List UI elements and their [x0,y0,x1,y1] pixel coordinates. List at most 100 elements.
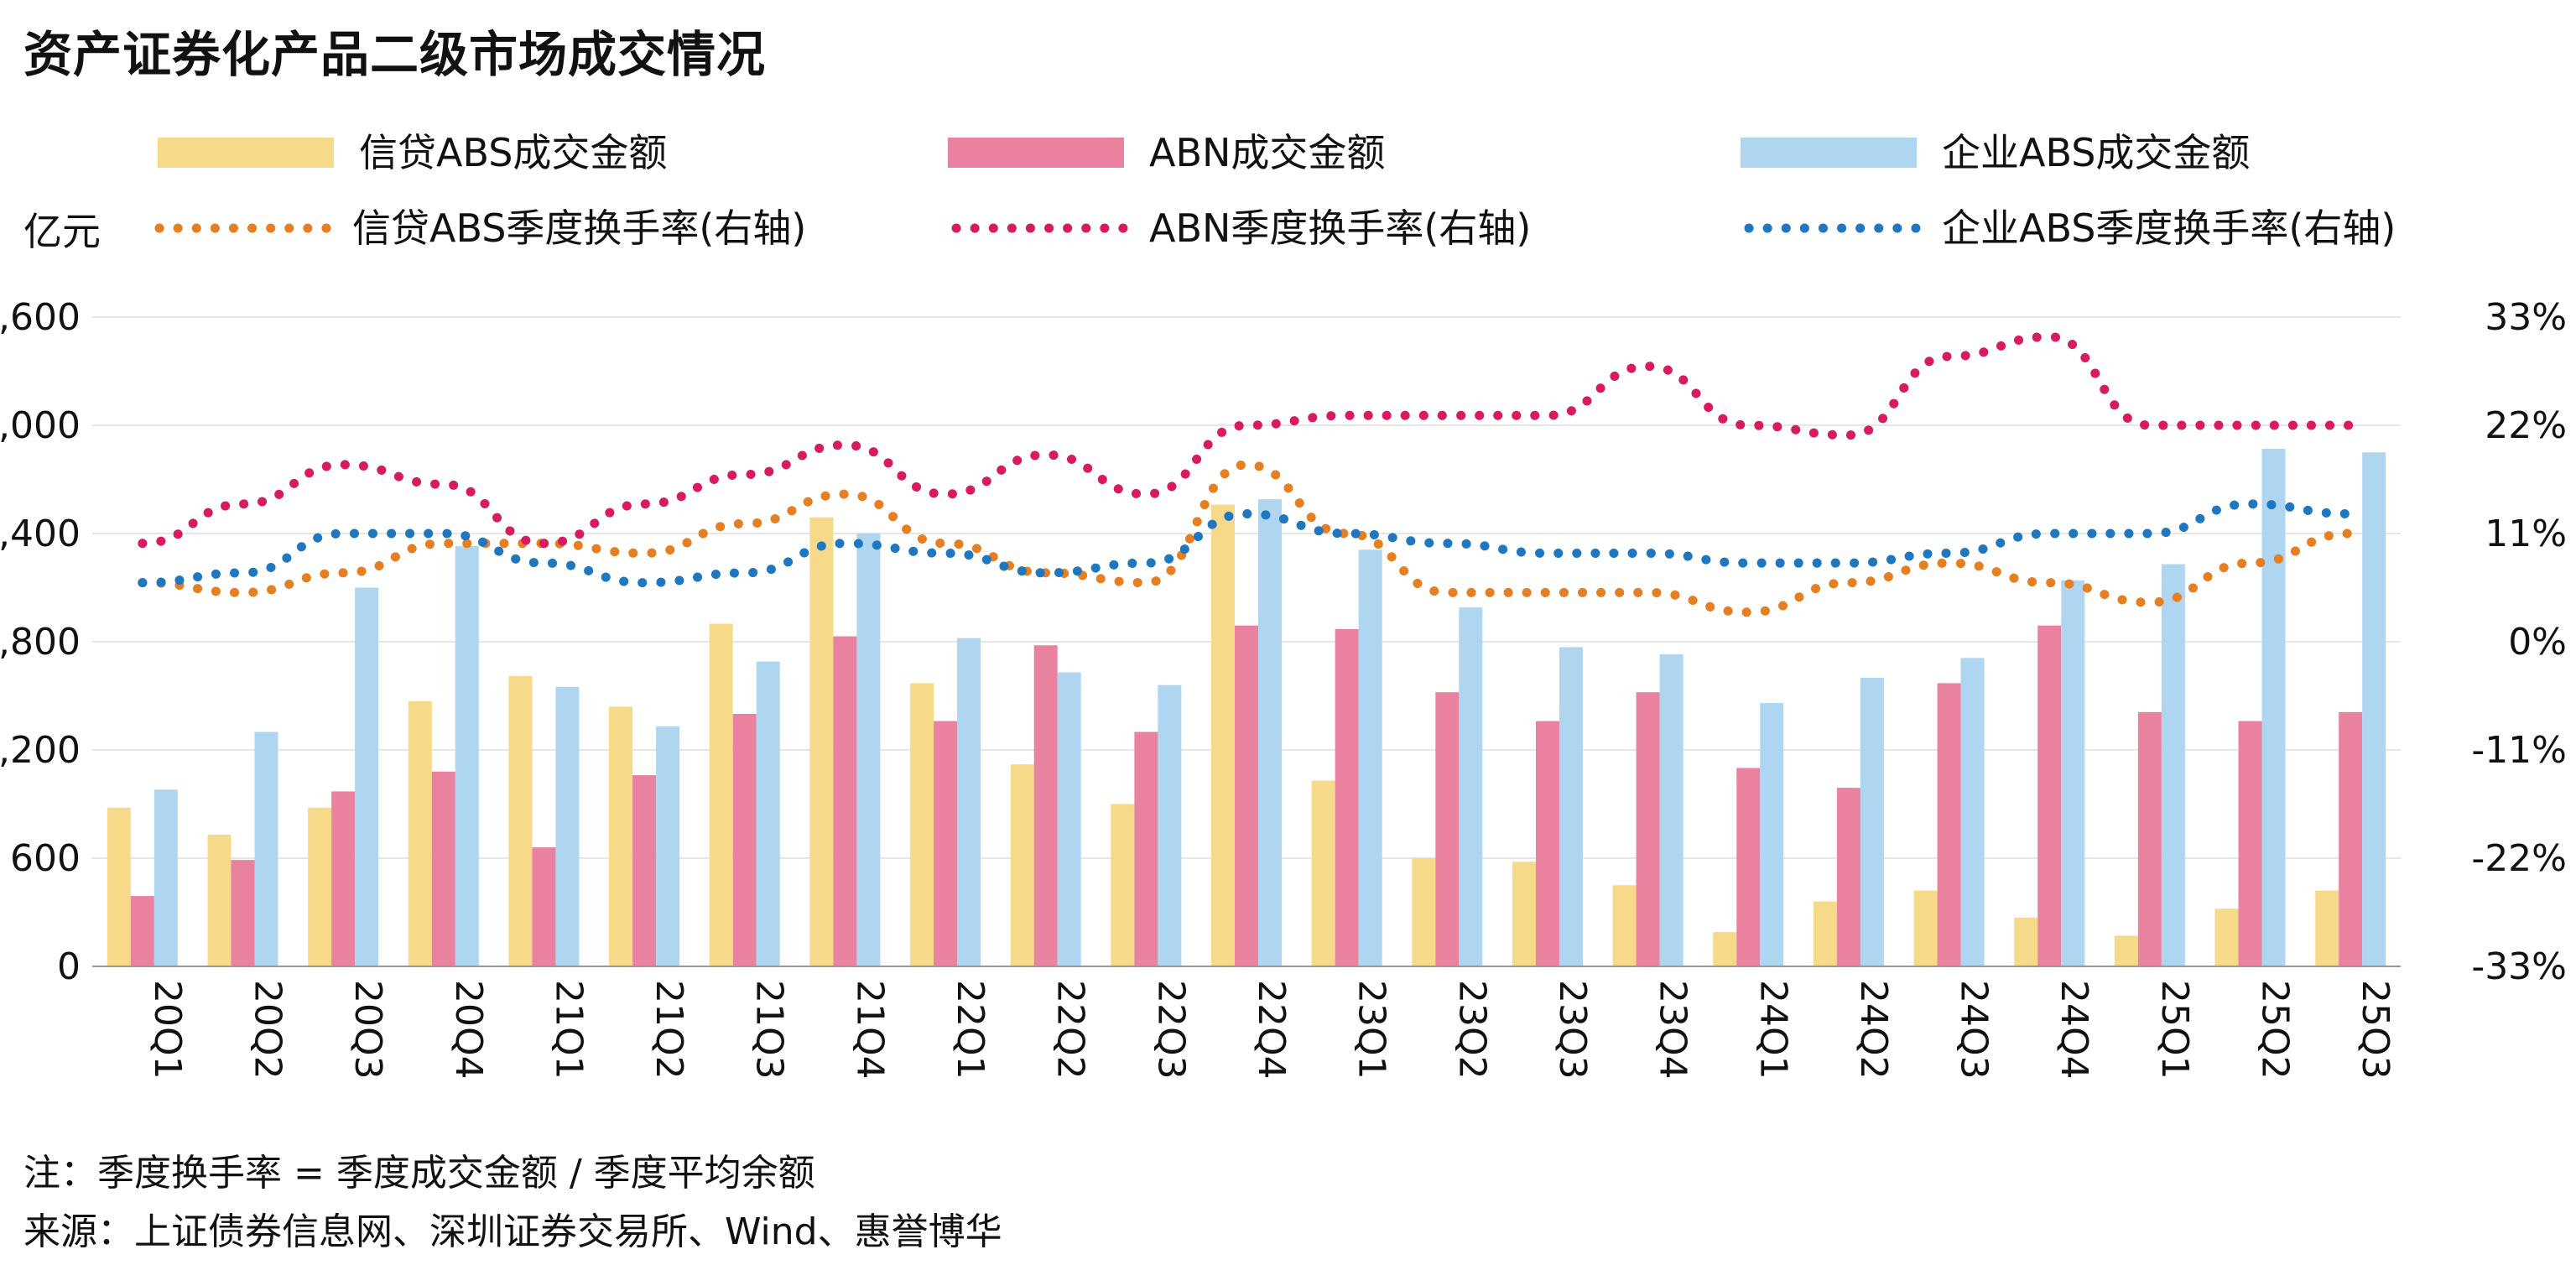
legend-label: 企业ABS季度换手率(右轴) [1942,206,2396,251]
bar [107,807,131,966]
bar [1612,885,1637,966]
line-point [1747,562,1749,564]
bar [2339,711,2363,966]
y-left-tick-label: 2,400 [0,513,81,555]
chart-note: 注：季度换手率 = 季度成交金额 / 季度平均余额 [23,1152,815,1195]
bar [555,686,580,966]
bar [2061,580,2085,966]
legend-label: ABN季度换手率(右轴) [1149,206,1531,251]
line-point [242,591,243,593]
bar [856,534,881,966]
bar [910,683,934,966]
x-tick-label: 22Q2 [1049,980,1092,1080]
bar [1057,672,1081,966]
legend-swatch [158,138,334,168]
x-tick-label: 21Q2 [648,980,690,1080]
y-right-tick-label: 0% [2508,621,2567,664]
bar [1535,721,1559,966]
line-point [1446,591,1448,593]
bar [1459,607,1483,966]
x-tick-label: 21Q1 [547,980,590,1080]
legend-swatch [1741,138,1917,168]
line-point [744,523,746,524]
x-tick-label: 24Q1 [1751,980,1794,1080]
x-tick-label: 25Q1 [2153,980,2196,1080]
line-point [2250,562,2251,564]
y-left-tick-label: 600 [10,837,81,880]
line-point [1145,582,1147,584]
bar [254,731,278,966]
bar [508,675,533,966]
bar [2261,448,2286,966]
bar [455,546,479,966]
bar [532,847,556,966]
chart-source: 来源：上证债券信息网、深圳证券交易所、Wind、惠誉博华 [23,1210,1002,1253]
bar [1836,788,1860,966]
x-tick-label: 20Q3 [346,980,389,1080]
x-tick-label: 24Q4 [2053,980,2095,1080]
bar [2362,452,2386,966]
line-point [1145,493,1147,495]
line-point [2149,601,2151,603]
line-point [1547,552,1548,554]
bar [1512,862,1536,966]
axes: 0 600 1,200 1,800 2,400 3,000 3,600 -33% -22% -11… [0,296,2567,1080]
x-tick-label: 20Q4 [447,980,490,1080]
y-left-tick-label: 0 [57,945,81,988]
bar [1913,890,1938,966]
bar [1435,692,1460,966]
line-point [844,444,846,445]
bar [431,771,455,966]
line-point [2048,336,2050,337]
line-series [138,331,2355,617]
y-left-tick-label: 3,600 [0,296,81,339]
bar [1736,768,1761,966]
bar [934,721,958,966]
bar [957,638,981,966]
bar [1010,764,1034,966]
line-point [844,543,846,544]
bar [1111,804,1135,966]
bar [1358,549,1382,966]
x-tick-label: 22Q3 [1149,980,1192,1080]
y-left-tick-label: 1,800 [0,621,81,664]
bar [709,623,733,966]
x-tick-label: 25Q2 [2254,980,2297,1080]
line-point [443,483,445,485]
bar [2014,917,2038,966]
bar [1713,932,1737,966]
legend-label: ABN成交金额 [1149,130,1385,175]
bar [331,791,356,966]
line-point [1045,454,1047,456]
x-tick-label: 23Q1 [1350,980,1393,1080]
y-right-tick-label: -33% [2471,945,2567,988]
bar [2214,908,2239,966]
bar [809,517,834,966]
y-right-tick-label: 22% [2485,404,2567,447]
bar [1559,647,1583,966]
bar [308,807,332,966]
x-tick-label: 20Q1 [146,980,189,1080]
x-tick-label: 20Q2 [246,980,289,1080]
bar [609,706,633,966]
bar [1860,678,1884,966]
x-tick-label: 22Q1 [949,980,991,1080]
x-tick-label: 25Q3 [2354,980,2396,1080]
x-tick-label: 21Q3 [748,980,791,1080]
bar [1412,858,1436,966]
bar [1033,645,1058,966]
bar [408,700,432,966]
line-point [643,552,645,554]
bar [632,775,657,966]
bar [1636,692,1660,966]
bar [1335,628,1359,966]
line-series-path [138,499,2355,588]
y-right-tick-label: -22% [2471,837,2567,880]
line-point [1949,562,1950,564]
bar [2037,625,2062,966]
bar [130,896,154,966]
y-right-tick-label: 33% [2485,296,2567,339]
line-point [945,493,946,495]
